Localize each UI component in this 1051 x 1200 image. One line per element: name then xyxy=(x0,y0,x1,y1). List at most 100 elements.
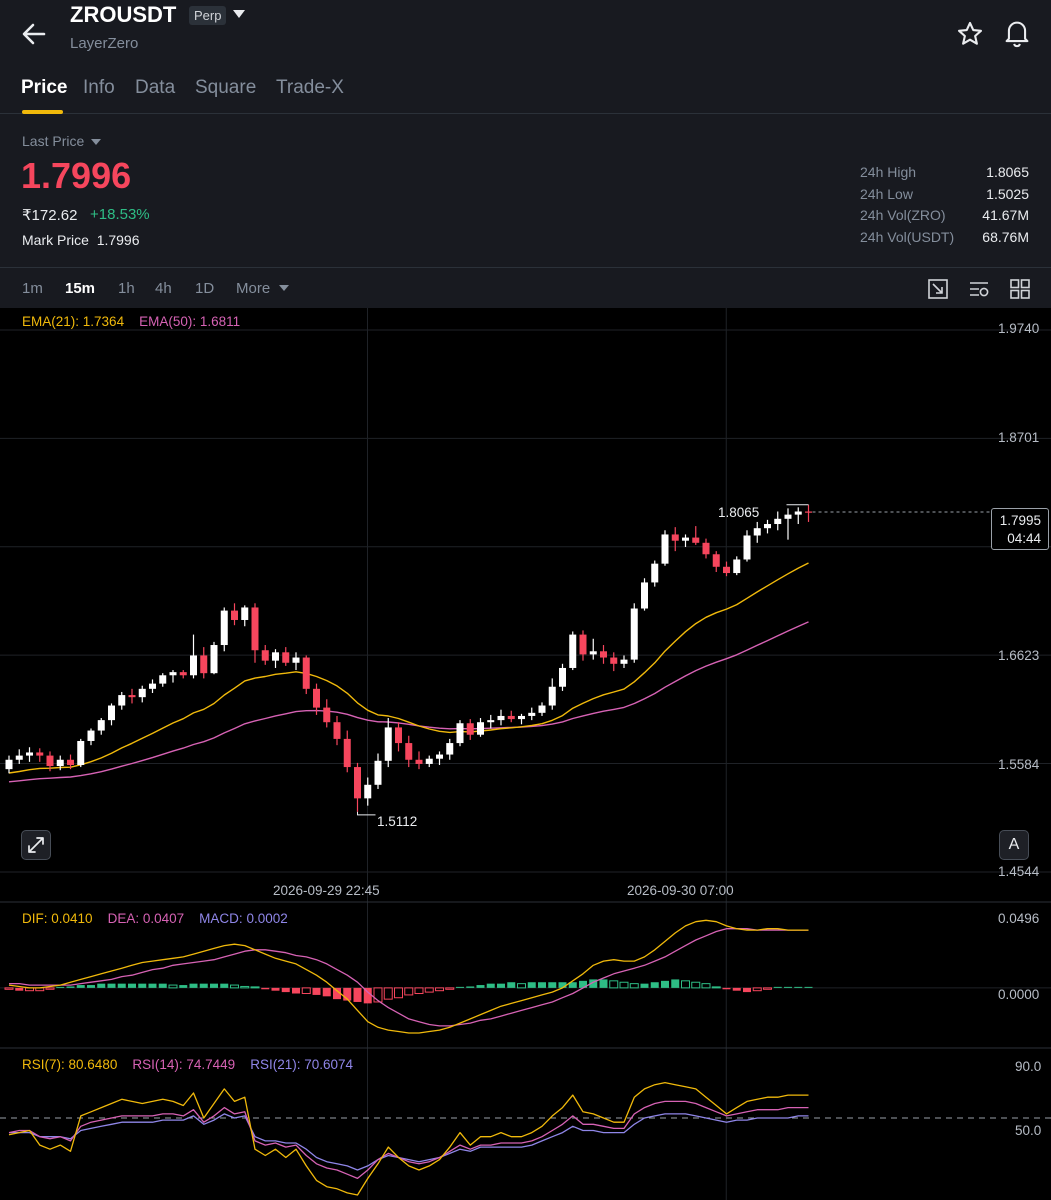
candle-body xyxy=(569,634,577,668)
back-arrow-icon[interactable] xyxy=(18,18,50,50)
macd-histogram-bar xyxy=(650,982,659,988)
timeframe-more[interactable]: More xyxy=(236,280,271,297)
timeframe-1h[interactable]: 1h xyxy=(118,280,135,297)
timeframe-15m[interactable]: 15m xyxy=(65,280,96,297)
macd-histogram-bar xyxy=(4,987,14,990)
tab-info[interactable]: Info xyxy=(83,77,115,98)
macd-histogram-bar xyxy=(97,983,106,988)
candle-body xyxy=(77,740,85,765)
macd-histogram-bar xyxy=(301,987,311,995)
candle-body xyxy=(36,752,44,756)
macd-histogram-bar xyxy=(148,983,157,988)
candle-body xyxy=(354,767,361,799)
candle-body xyxy=(169,672,177,676)
ema21-legend: EMA(21): 1.7364 xyxy=(22,314,125,329)
candle-body xyxy=(231,610,238,620)
rsi7-line xyxy=(8,1081,809,1196)
rsi14-legend: RSI(14): 74.7449 xyxy=(132,1057,236,1072)
rsi7-legend: RSI(7): 80.6480 xyxy=(22,1057,118,1072)
candle-body xyxy=(405,743,413,760)
rsi-series xyxy=(8,1081,809,1196)
tab-data[interactable]: Data xyxy=(135,77,176,98)
chart-crop-icon[interactable] xyxy=(927,278,949,300)
candle-body xyxy=(466,723,474,735)
timeframe-1m[interactable]: 1m xyxy=(22,280,43,297)
candle-body xyxy=(138,688,146,698)
y-tick-label: 1.9740 xyxy=(998,321,1040,336)
candle-body xyxy=(149,683,156,689)
macd-histogram-bar xyxy=(363,987,372,1004)
candle-body xyxy=(794,511,802,515)
macd-histogram-bar xyxy=(168,984,178,989)
rsi-y-tick-label: 50.0 xyxy=(1015,1123,1042,1138)
macd-histogram-bar xyxy=(609,980,619,989)
low-marker-line xyxy=(357,811,376,816)
macd-histogram-bar xyxy=(15,987,24,991)
candle-body xyxy=(241,607,249,620)
candle-body xyxy=(200,655,208,674)
tab-square[interactable]: Square xyxy=(195,77,257,98)
stat-label: 24h Low xyxy=(860,186,913,202)
grid-layout-icon[interactable] xyxy=(1009,278,1031,300)
tab-trade-x[interactable]: Trade-X xyxy=(276,77,344,98)
candle-body xyxy=(497,715,505,721)
stat-value: 1.8065 xyxy=(986,164,1029,180)
macd-histogram-bar xyxy=(333,987,341,1000)
symbol-title[interactable]: ZROUSDT xyxy=(70,2,177,27)
macd-histogram-bar xyxy=(661,980,669,988)
candle-countdown: 04:44 xyxy=(1007,531,1041,546)
macd-histogram-bar xyxy=(56,986,65,988)
candle-body xyxy=(446,743,454,755)
fullscreen-button[interactable] xyxy=(21,830,51,860)
last-price-label[interactable]: Last Price xyxy=(22,133,85,149)
indicator-settings-icon[interactable] xyxy=(968,278,990,300)
candle-body xyxy=(46,755,54,767)
candle-body xyxy=(456,723,464,744)
macd-histogram-bar xyxy=(743,987,751,993)
chart-grid xyxy=(0,308,1051,1200)
asset-name: LayerZero xyxy=(70,35,139,52)
macd-histogram-bar xyxy=(640,983,649,988)
timeframe-4h[interactable]: 4h xyxy=(155,280,172,297)
macd-histogram-bar xyxy=(189,983,198,988)
macd-histogram-bar xyxy=(568,982,577,988)
timeframe-1d[interactable]: 1D xyxy=(195,280,215,297)
candle-body xyxy=(384,727,392,761)
macd-histogram-bar xyxy=(383,987,393,1000)
bell-icon[interactable] xyxy=(1003,18,1031,48)
macd-histogram-bar xyxy=(763,987,772,990)
candle-body xyxy=(374,760,382,785)
rsi-y-tick-label: 90.0 xyxy=(1015,1059,1042,1074)
candle-body xyxy=(477,722,484,735)
chevron-down-icon[interactable] xyxy=(279,285,289,291)
candle-body xyxy=(743,535,751,560)
macd-histogram-bar xyxy=(117,983,126,988)
rsi21-line xyxy=(9,1113,809,1171)
tab-price[interactable]: Price xyxy=(21,77,68,98)
stat-value: 41.67M xyxy=(982,207,1029,223)
mark-price: Mark Price 1.7996 xyxy=(22,232,140,248)
candle-body xyxy=(518,715,525,720)
auto-scale-button[interactable]: A xyxy=(999,830,1029,860)
star-icon[interactable] xyxy=(956,20,984,48)
candle-body xyxy=(538,705,546,713)
candle-body xyxy=(487,720,495,723)
candle-body xyxy=(26,752,33,756)
candle-body xyxy=(220,610,228,646)
macd-histogram-bar xyxy=(722,987,731,990)
macd-histogram-bar xyxy=(128,983,136,988)
candle-body xyxy=(302,657,310,689)
candle-body xyxy=(333,722,341,739)
candle-body xyxy=(15,755,23,760)
macd-histogram-bar xyxy=(220,983,229,988)
macd-y-tick-label: 0.0000 xyxy=(998,987,1040,1002)
stat-value: 1.5025 xyxy=(986,186,1029,202)
tab-bar: Price Info Data Square Trade-X xyxy=(0,66,1051,114)
chevron-down-icon[interactable] xyxy=(91,139,101,145)
macd-histogram-bar xyxy=(158,983,167,988)
header: ZROUSDT Perp LayerZero xyxy=(0,0,1051,66)
macd-histogram-bar xyxy=(497,983,505,988)
candle-body xyxy=(261,650,269,661)
chevron-down-icon[interactable] xyxy=(233,10,245,18)
price-chart[interactable] xyxy=(0,308,1051,1200)
